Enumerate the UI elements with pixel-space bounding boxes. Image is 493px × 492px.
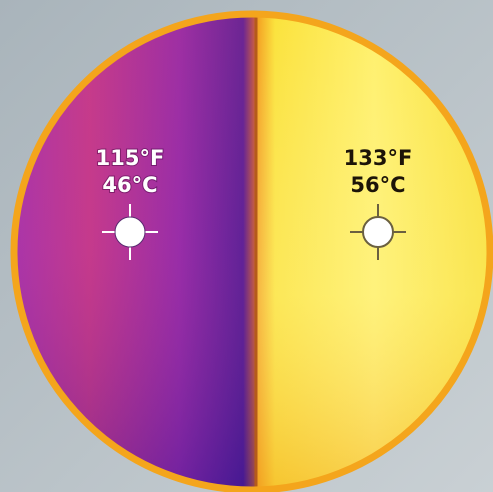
reading-fahrenheit: 133°F — [344, 146, 413, 170]
crosshair-dot — [115, 217, 145, 247]
reading-celsius: 56°C — [350, 173, 405, 197]
reading-celsius: 46°C — [102, 173, 157, 197]
thermal-image: 115°F 46°C 133°F 56°C — [0, 0, 493, 492]
crosshair-dot — [363, 217, 393, 247]
reading-fahrenheit: 115°F — [96, 146, 165, 170]
page: 115°F 46°C 133°F 56°C (() => { const dat… — [0, 0, 493, 492]
